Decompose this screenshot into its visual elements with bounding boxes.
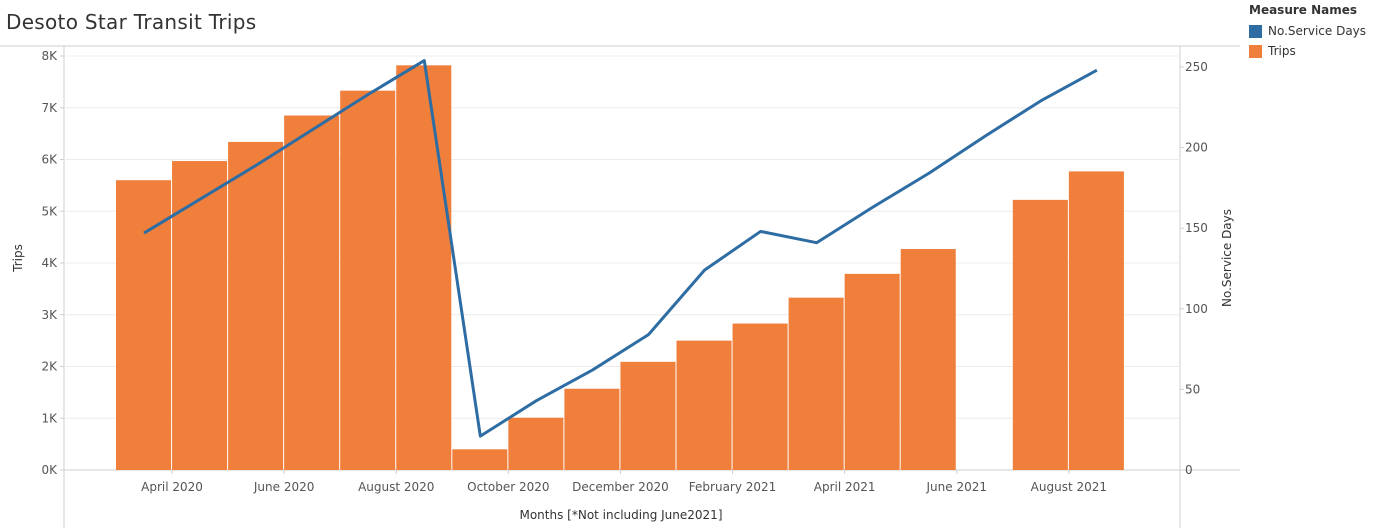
x-tick-label: February 2021 xyxy=(689,480,777,494)
bar xyxy=(284,115,340,470)
bar xyxy=(172,161,228,471)
bar xyxy=(1012,199,1068,471)
y2-axis-title: No.Service Days xyxy=(1220,209,1234,307)
bar xyxy=(508,417,564,470)
y2-tick-label: 0 xyxy=(1185,463,1193,477)
x-tick-label: October 2020 xyxy=(467,480,549,494)
bar xyxy=(340,90,396,471)
bar xyxy=(1068,171,1124,470)
y2-tick-label: 200 xyxy=(1185,141,1208,155)
y2-tick-label: 250 xyxy=(1185,60,1208,74)
legend-label-service-days: No.Service Days xyxy=(1268,24,1367,38)
y-tick-label: 5K xyxy=(41,204,58,218)
chart-title: Desoto Star Transit Trips xyxy=(6,10,257,34)
x-tick-label: August 2021 xyxy=(1031,480,1107,494)
legend-title: Measure Names xyxy=(1249,3,1358,17)
bar xyxy=(844,273,900,470)
y2-tick-label: 100 xyxy=(1185,302,1208,316)
y-tick-label: 1K xyxy=(41,411,58,425)
legend-item-trips[interactable]: Trips xyxy=(1249,41,1366,61)
y-tick-label: 7K xyxy=(41,101,58,115)
legend-swatch-service-days xyxy=(1249,24,1262,38)
service-days-line xyxy=(143,59,1098,438)
y-tick-label: 6K xyxy=(41,153,58,167)
y-tick-label: 3K xyxy=(41,308,58,322)
legend-label-trips: Trips xyxy=(1268,44,1296,58)
legend-swatch-trips xyxy=(1249,44,1262,58)
chart-canvas: 0K 1K 2K 3K 4K 5K 6K 7K 8K 0 50 100 150 200 250 April 2… xyxy=(0,45,1240,528)
y-axis-title: Trips xyxy=(11,244,25,273)
x-tick-label: April 2021 xyxy=(814,480,876,494)
y2-tick-label: 50 xyxy=(1185,382,1200,396)
bar xyxy=(676,340,732,470)
bar xyxy=(116,180,172,470)
x-tick-label: August 2020 xyxy=(358,480,434,494)
bar xyxy=(620,361,676,470)
bar xyxy=(732,323,788,470)
y-tick-label: 0K xyxy=(41,463,58,477)
x-tick-label: June 2021 xyxy=(926,480,988,494)
y-tick-label: 8K xyxy=(41,49,58,63)
bar xyxy=(564,388,620,470)
x-tick-label: April 2020 xyxy=(141,480,203,494)
x-axis-title: Months [*Not including June2021] xyxy=(519,508,722,522)
bar xyxy=(452,449,508,470)
x-tick-label: June 2020 xyxy=(253,480,315,494)
x-tick-label: December 2020 xyxy=(572,480,669,494)
bar xyxy=(228,141,284,470)
y-tick-label: 2K xyxy=(41,360,58,374)
y-tick-label: 4K xyxy=(41,256,58,270)
y2-tick-label: 150 xyxy=(1185,221,1208,235)
bar xyxy=(396,65,452,470)
legend: Measure Names No.Service Days Trips xyxy=(1249,3,1366,61)
legend-item-service-days[interactable]: No.Service Days xyxy=(1249,21,1366,41)
bar xyxy=(900,249,956,470)
bar xyxy=(788,297,844,470)
